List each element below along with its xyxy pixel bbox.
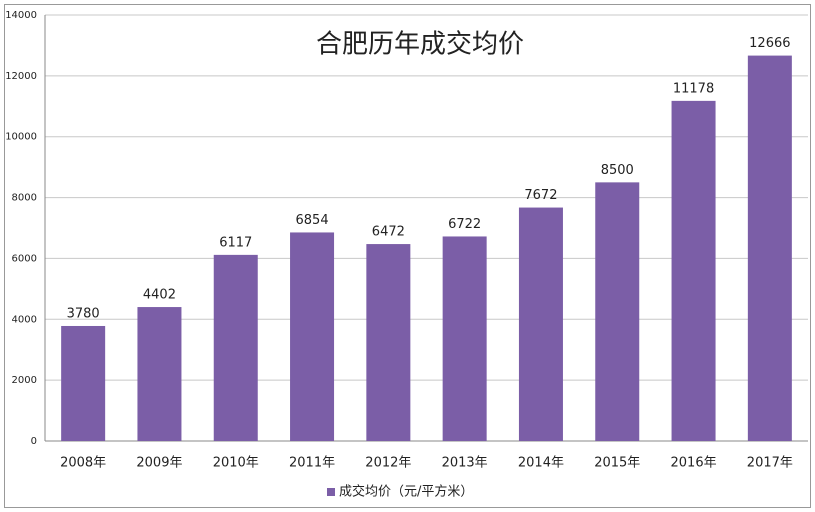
bar <box>137 307 182 441</box>
legend-label: 成交均价（元/平方米） <box>339 484 473 500</box>
x-tick-label: 2017年 <box>747 456 793 471</box>
data-label: 6854 <box>296 213 329 228</box>
x-tick-label: 2015年 <box>594 456 640 471</box>
bar <box>671 100 716 441</box>
bar <box>442 236 487 441</box>
data-label: 12666 <box>749 36 790 51</box>
y-tick-label: 0 <box>31 436 37 447</box>
bar <box>747 55 792 442</box>
y-tick-label: 2000 <box>12 375 37 386</box>
chart-title: 合肥历年成交均价 <box>316 30 524 60</box>
bar <box>61 325 106 441</box>
bar <box>518 207 563 441</box>
data-label: 11178 <box>673 81 714 96</box>
y-tick-label: 14000 <box>5 10 37 21</box>
x-tick-label: 2011年 <box>289 456 335 471</box>
data-label: 6117 <box>219 235 252 250</box>
bar <box>595 182 640 441</box>
data-label: 6722 <box>448 217 481 232</box>
data-label: 3780 <box>67 306 100 321</box>
x-tick-label: 2010年 <box>213 456 259 471</box>
y-tick-label: 4000 <box>12 314 37 325</box>
y-tick-label: 8000 <box>12 193 37 204</box>
bar <box>366 244 411 441</box>
bar <box>213 254 258 441</box>
bar <box>290 232 335 441</box>
y-tick-label: 10000 <box>5 132 37 143</box>
x-tick-label: 2012年 <box>365 456 411 471</box>
x-tick-label: 2008年 <box>60 456 106 471</box>
data-label: 6472 <box>372 225 405 240</box>
y-tick-label: 6000 <box>12 253 37 264</box>
legend-swatch <box>327 488 335 496</box>
y-tick-label: 12000 <box>5 71 37 82</box>
data-label: 4402 <box>143 288 176 303</box>
x-tick-label: 2013年 <box>442 456 488 471</box>
x-tick-label: 2014年 <box>518 456 564 471</box>
data-label: 8500 <box>601 163 634 178</box>
x-tick-label: 2009年 <box>136 456 182 471</box>
x-tick-label: 2016年 <box>671 456 717 471</box>
data-label: 7672 <box>524 188 557 203</box>
